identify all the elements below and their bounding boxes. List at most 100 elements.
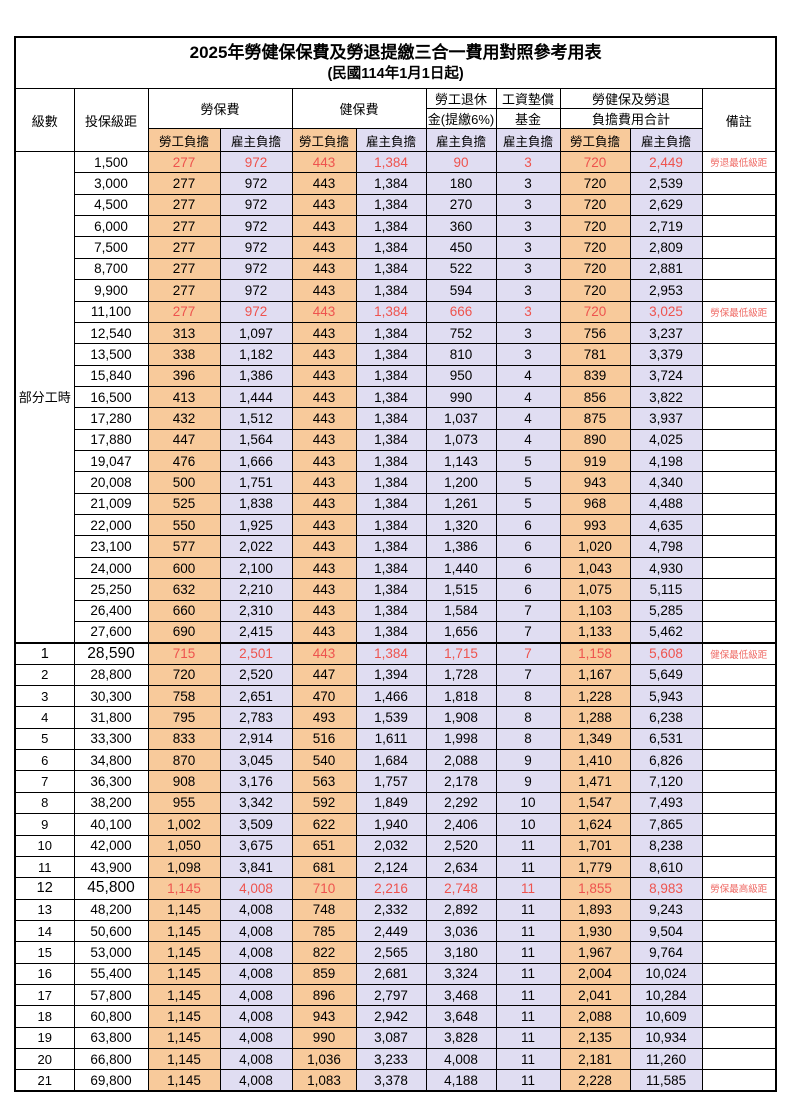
fund-employer-cell: 11 [495,1005,561,1028]
level-cell: 10 [14,834,75,857]
fund-employer-cell: 3 [495,321,561,345]
health-employer-cell: 1,384 [355,343,427,366]
total-employer-cell: 11,585 [629,1069,703,1092]
total-employer-cell: 3,724 [629,364,703,387]
fund-employer-cell: 7 [495,663,561,686]
health-employee-cell: 443 [291,599,357,622]
health-employer-cell: 1,384 [355,364,427,387]
pension-employer-cell: 522 [425,257,497,281]
fund-employer-cell: 6 [495,578,561,601]
bracket-cell: 33,300 [73,727,149,751]
bracket-cell: 22,000 [73,514,149,537]
total-employer-cell: 4,930 [629,556,703,580]
pension-employer-cell: 2,406 [425,813,497,836]
fund-employer-cell: 5 [495,471,561,494]
labor-employee-cell: 577 [147,535,221,558]
labor-employee-cell: 338 [147,343,221,366]
level-cell: 3 [14,684,75,708]
header-row-3: 勞工負擔 雇主負擔 勞工負擔 雇主負擔 雇主負擔 雇主負擔 勞工負擔 雇主負擔 [15,128,776,152]
pension-employer-cell: 3,180 [425,941,497,964]
pension-employer-cell: 2,178 [425,770,497,793]
level-cell: 19 [14,1026,75,1050]
labor-employer-cell: 4,008 [219,1026,293,1050]
bracket-cell: 69,800 [73,1069,149,1092]
total-employer-cell: 2,449 [629,150,703,174]
table-row: 7 36,300 908 3,176 563 1,757 2,178 9 1,471 7,120 [14,770,777,793]
total-employee-cell: 720 [559,236,631,259]
pension-employer-cell: 1,037 [425,407,497,430]
health-employee-cell: 443 [291,535,357,558]
health-employee-cell: 443 [291,150,357,174]
labor-employer-cell: 3,176 [219,770,293,793]
pension-employer-cell: 450 [425,236,497,259]
bracket-cell: 30,300 [73,684,149,708]
labor-employer-cell: 4,008 [219,919,293,943]
total-employee-cell: 919 [559,450,631,473]
health-employee-cell: 1,083 [291,1069,357,1092]
bracket-cell: 17,880 [73,428,149,452]
bracket-cell: 9,900 [73,279,149,302]
health-employer-cell: 1,394 [355,663,427,686]
level-cell: 4 [14,706,75,729]
labor-employer-cell: 4,008 [219,1005,293,1028]
pension-employer-cell: 1,715 [425,641,497,665]
fund-employer-cell: 3 [495,300,561,323]
level-cell: 9 [14,813,75,836]
table-row: 24,000 600 2,100 443 1,384 1,440 6 1,043 4,930 [15,556,777,580]
health-employer-cell: 2,681 [355,962,427,986]
total-employee-cell: 943 [559,471,631,494]
labor-employee-cell: 1,145 [147,1026,221,1050]
page-subtitle: (民國114年1月1日起) [327,66,464,83]
total-employee-cell: 720 [559,279,631,302]
labor-employer-cell: 3,509 [219,813,293,836]
labor-employee-cell: 1,145 [147,984,221,1007]
pension-employer-cell: 1,200 [425,471,497,494]
labor-employee-cell: 1,145 [147,1069,221,1092]
bracket-cell: 26,400 [73,599,149,622]
level-cell-part-time: 部分工時 [14,150,75,644]
bracket-cell: 50,600 [73,919,149,943]
fund-employer-cell: 3 [495,150,561,174]
labor-employee-cell: 1,098 [147,855,221,879]
pension-employer-cell: 810 [425,343,497,366]
table-row: 16 55,400 1,145 4,008 859 2,681 3,324 11 2,004 10… [14,962,777,986]
bracket-cell: 36,300 [73,770,149,793]
health-employer-cell: 2,942 [355,1005,427,1028]
total-employer-cell: 5,462 [629,620,703,644]
table-row: 9,900 277 972 443 1,384 594 3 720 2,953 [15,279,777,302]
table-row: 23,100 577 2,022 443 1,384 1,386 6 1,020 4,798 [15,535,777,558]
total-employer-cell: 3,379 [629,343,703,366]
total-employer-cell: 10,609 [629,1005,703,1028]
total-employee-cell: 720 [559,150,631,174]
bracket-cell: 15,840 [73,364,149,387]
total-employee-cell: 1,410 [559,749,631,772]
labor-employee-cell: 476 [147,450,221,473]
total-employee-cell: 720 [559,172,631,195]
bracket-cell: 45,800 [73,877,149,900]
health-employer-cell: 1,384 [355,300,427,323]
labor-employee-cell: 277 [147,257,221,281]
table-row: 10 42,000 1,050 3,675 651 2,032 2,520 11 1,701 8,… [14,834,777,857]
total-employer-cell: 4,488 [629,492,703,516]
table-row: 20,008 500 1,751 443 1,384 1,200 5 943 4,340 [15,471,777,494]
table-row: 6,000 277 972 443 1,384 360 3 720 2,719 [15,215,777,238]
fund-employer-cell: 7 [495,641,561,665]
note-cell [701,514,777,537]
table-row: 8 38,200 955 3,342 592 1,849 2,292 10 1,547 7,493 [14,791,777,815]
note-cell [701,428,777,452]
health-employee-cell: 443 [291,321,357,345]
labor-employee-cell: 500 [147,471,221,494]
note-cell [701,364,777,387]
health-employee-cell: 447 [291,663,357,686]
col-header-bracket: 投保級距 [73,88,149,152]
fund-employer-cell: 3 [495,343,561,366]
total-employer-cell: 6,238 [629,706,703,729]
total-employer-cell: 3,237 [629,321,703,345]
note-cell [701,770,777,793]
table-row: 11 43,900 1,098 3,841 681 2,124 2,634 11 1,779 8,… [14,855,777,879]
table-row: 21,009 525 1,838 443 1,384 1,261 5 968 4,488 [15,492,777,516]
health-employer-cell: 1,384 [355,471,427,494]
pension-employer-cell: 2,520 [425,834,497,857]
health-employer-cell: 1,384 [355,620,427,644]
fund-employer-cell: 11 [495,1026,561,1050]
